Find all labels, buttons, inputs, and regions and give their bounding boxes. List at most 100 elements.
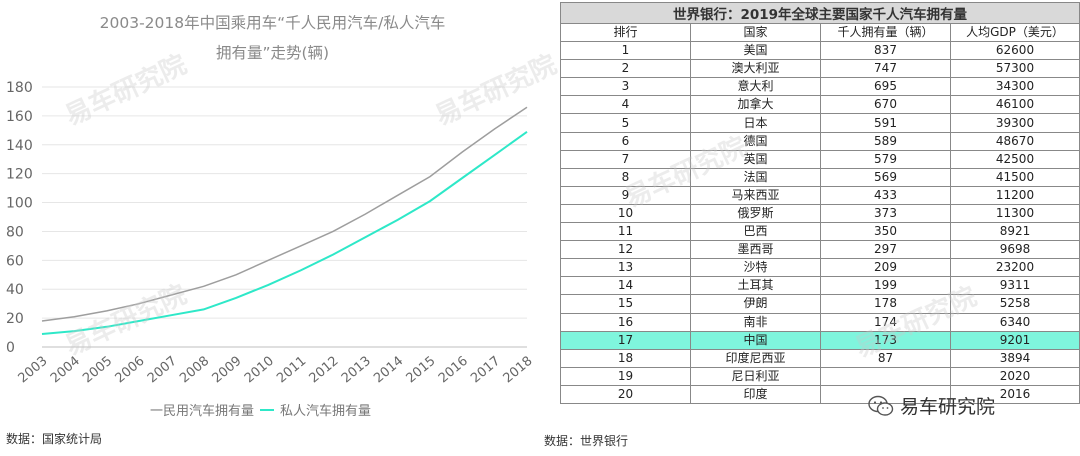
table-panel: 世界银行：2019年全球主要国家千人汽车拥有量 排行 国家 千人拥有量（辆） 人均GD…: [544, 2, 1080, 448]
table-cell: 中国: [690, 330, 821, 350]
table-cell: 34300: [949, 77, 1080, 97]
x-tick-label: 2014: [371, 354, 406, 387]
x-tick-label: 2009: [210, 354, 245, 387]
table-cell: 199: [820, 276, 951, 296]
table-row: 6 德国 589 48670: [560, 131, 1080, 151]
table-cell: 巴西: [690, 222, 821, 242]
table-cell: 1: [560, 41, 691, 61]
x-tick-label: 2018: [501, 354, 536, 387]
table-cell: 433: [820, 185, 951, 205]
table-cell: 9201: [949, 330, 1080, 350]
table-cell: 591: [820, 113, 951, 133]
brand-logo: 易车研究院: [868, 392, 995, 419]
y-tick-label: 80: [6, 224, 24, 240]
table-row: 13 沙特 209 23200: [560, 258, 1080, 278]
x-tick-label: 2012: [307, 354, 342, 387]
y-tick-label: 180: [6, 80, 33, 96]
table-cell: 2020: [949, 366, 1080, 386]
table-cell: 土耳其: [690, 276, 821, 296]
table-cell: 12: [560, 240, 691, 260]
table-cell: 11200: [949, 185, 1080, 205]
table-cell: 41500: [949, 167, 1080, 187]
table-cell: 2: [560, 59, 691, 79]
x-tick-label: 2013: [339, 354, 374, 387]
table-cell: 39300: [949, 113, 1080, 133]
table-cell: 墨西哥: [690, 240, 821, 260]
table-cell: 350: [820, 222, 951, 242]
table-cell: 297: [820, 240, 951, 260]
table-cell: 174: [820, 312, 951, 332]
y-tick-label: 20: [6, 311, 24, 327]
y-tick-label: 160: [6, 109, 33, 125]
table-header-cell: 国家: [690, 22, 821, 43]
chart-title-line-2: 拥有量”走势(辆): [215, 44, 330, 62]
table-cell: 3: [560, 77, 691, 97]
table-header-row: 排行 国家 千人拥有量（辆） 人均GDP（美元）: [560, 22, 1080, 43]
table-cell: 19: [560, 366, 691, 386]
table-cell: 印度: [690, 384, 821, 404]
table-cell: 5: [560, 113, 691, 133]
table-cell: 87: [820, 348, 951, 368]
table-cell: 沙特: [690, 258, 821, 278]
table-cell: 57300: [949, 59, 1080, 79]
table-cell: 南非: [690, 312, 821, 332]
table-row: 7 英国 579 42500: [560, 149, 1080, 169]
y-tick-label: 140: [6, 138, 33, 154]
x-tick-label: 2016: [436, 354, 471, 387]
table-cell: 伊朗: [690, 294, 821, 314]
table-row: 4 加拿大 670 46100: [560, 95, 1080, 115]
table-cell: 日本: [690, 113, 821, 133]
table-cell: 9: [560, 185, 691, 205]
table-row: 1 美国 837 62600: [560, 41, 1080, 61]
chart-source: 数据：国家统计局: [6, 432, 103, 446]
table-cell: 14: [560, 276, 691, 296]
table-cell: 10: [560, 203, 691, 224]
table-cell: 5258: [949, 294, 1080, 314]
table-cell: 2016: [949, 384, 1080, 404]
table-cell: 373: [820, 203, 951, 224]
x-tick-label: 2008: [177, 354, 212, 387]
table-row: 16 南非 174 6340: [560, 312, 1080, 332]
y-tick-label: 100: [6, 196, 33, 212]
chart-title-line-1: 2003-2018年中国乘用车“千人民用汽车/私人汽车: [99, 14, 446, 32]
table-row: 5 日本 591 39300: [560, 113, 1080, 133]
table-cell: 印度尼西亚: [690, 348, 821, 368]
table-cell: 569: [820, 167, 951, 187]
table-cell: 589: [820, 131, 951, 151]
x-tick-label: 2007: [145, 354, 180, 387]
y-tick-label: 0: [6, 340, 15, 356]
table-cell: 209: [820, 258, 951, 278]
table-row: 9 马来西亚 433 11200: [560, 185, 1080, 205]
x-tick-label: 2006: [113, 354, 148, 387]
x-tick-label: 2003: [16, 354, 51, 387]
table-cell: 670: [820, 95, 951, 115]
table-header-cell: 人均GDP（美元）: [949, 22, 1080, 43]
table-cell: 6: [560, 131, 691, 151]
legend-swatch-2: [260, 408, 275, 411]
table-cell: 11300: [949, 203, 1080, 224]
table-cell: 8: [560, 167, 691, 187]
table-cell: 9698: [949, 240, 1080, 260]
brand-logo-text: 易车研究院: [900, 396, 996, 418]
table-cell: 4: [560, 95, 691, 115]
table-cell: 16: [560, 312, 691, 332]
table-cell: 加拿大: [690, 95, 821, 115]
table-cell: 695: [820, 77, 951, 97]
table-cell: 7: [560, 149, 691, 169]
y-tick-label: 120: [6, 167, 33, 183]
table-row: 3 意大利 695 34300: [560, 77, 1080, 97]
legend-series-2: 私人汽车拥有量: [280, 404, 372, 419]
table-cell: 46100: [949, 95, 1080, 115]
table-cell: 尼日利亚: [690, 366, 821, 386]
table-row: 19 尼日利亚 2020: [560, 366, 1080, 386]
table-row: 12 墨西哥 297 9698: [560, 240, 1080, 260]
table-cell: 62600: [949, 41, 1080, 61]
table-cell: 15: [560, 294, 691, 314]
table-source: 数据：世界银行: [544, 434, 629, 448]
series-line-1: [41, 106, 528, 322]
y-tick-label: 60: [6, 253, 24, 269]
table-cell: 意大利: [690, 77, 821, 97]
table-cell: 837: [820, 41, 951, 61]
table-row: 8 法国 569 41500: [560, 167, 1080, 187]
